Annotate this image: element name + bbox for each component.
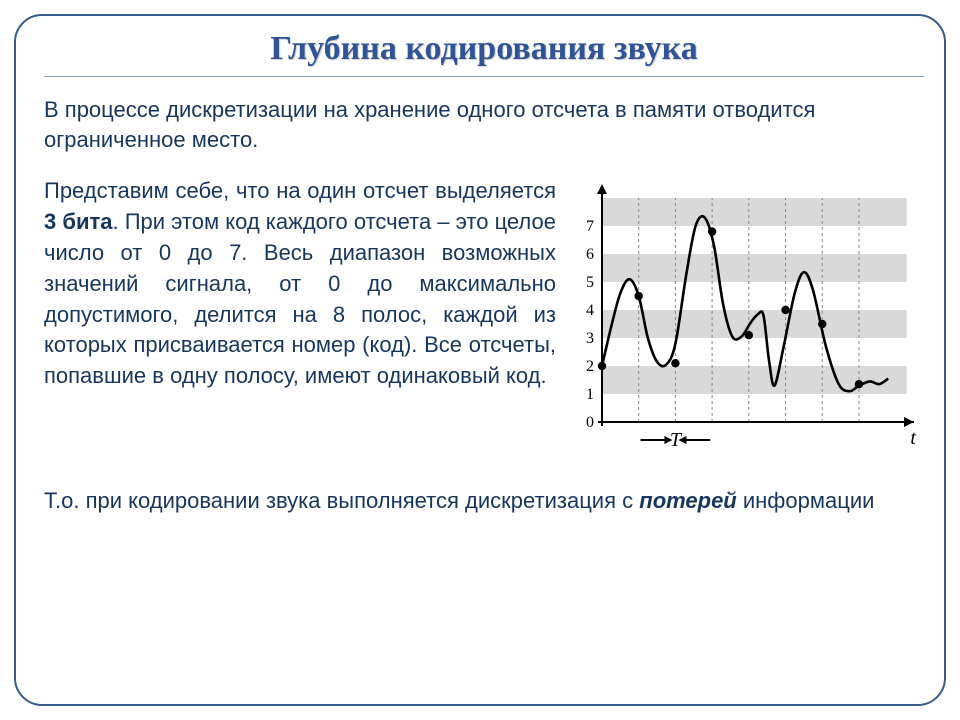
intro-text: В процессе дискретизации на хранение одн… <box>44 95 924 154</box>
svg-text:1: 1 <box>586 386 594 403</box>
svg-text:T: T <box>670 429 683 451</box>
chart-svg: 0 1 2 3 4 5 6 7 t T <box>574 180 924 460</box>
conclusion-text: Т.о. при кодировании звука выполняется д… <box>44 486 924 516</box>
svg-text:6: 6 <box>586 246 594 263</box>
conclusion-post: информации <box>737 488 875 513</box>
page-title: Глубина кодирования звука <box>44 30 924 74</box>
conclusion-em: потерей <box>639 488 737 513</box>
main-row: Представим себе, что на один отсчет выде… <box>44 176 924 460</box>
svg-text:t: t <box>910 427 916 449</box>
body-bits: 3 бита <box>44 209 112 234</box>
conclusion-pre: Т.о. при кодировании звука выполняется д… <box>44 488 639 513</box>
svg-text:2: 2 <box>586 358 594 375</box>
svg-text:4: 4 <box>586 302 594 319</box>
body-pre: Представим себе, что на один отсчет выде… <box>44 178 556 203</box>
title-underline <box>44 76 924 77</box>
quantization-chart: 0 1 2 3 4 5 6 7 t T <box>574 180 924 460</box>
body-post: . При этом код каждого отсчета – это цел… <box>44 209 556 388</box>
svg-text:5: 5 <box>586 274 594 291</box>
svg-text:7: 7 <box>586 218 594 235</box>
body-text: Представим себе, что на один отсчет выде… <box>44 176 556 392</box>
svg-text:3: 3 <box>586 330 594 347</box>
slide-content: Глубина кодирования звука В процессе дис… <box>44 30 924 516</box>
svg-text:0: 0 <box>586 414 594 431</box>
